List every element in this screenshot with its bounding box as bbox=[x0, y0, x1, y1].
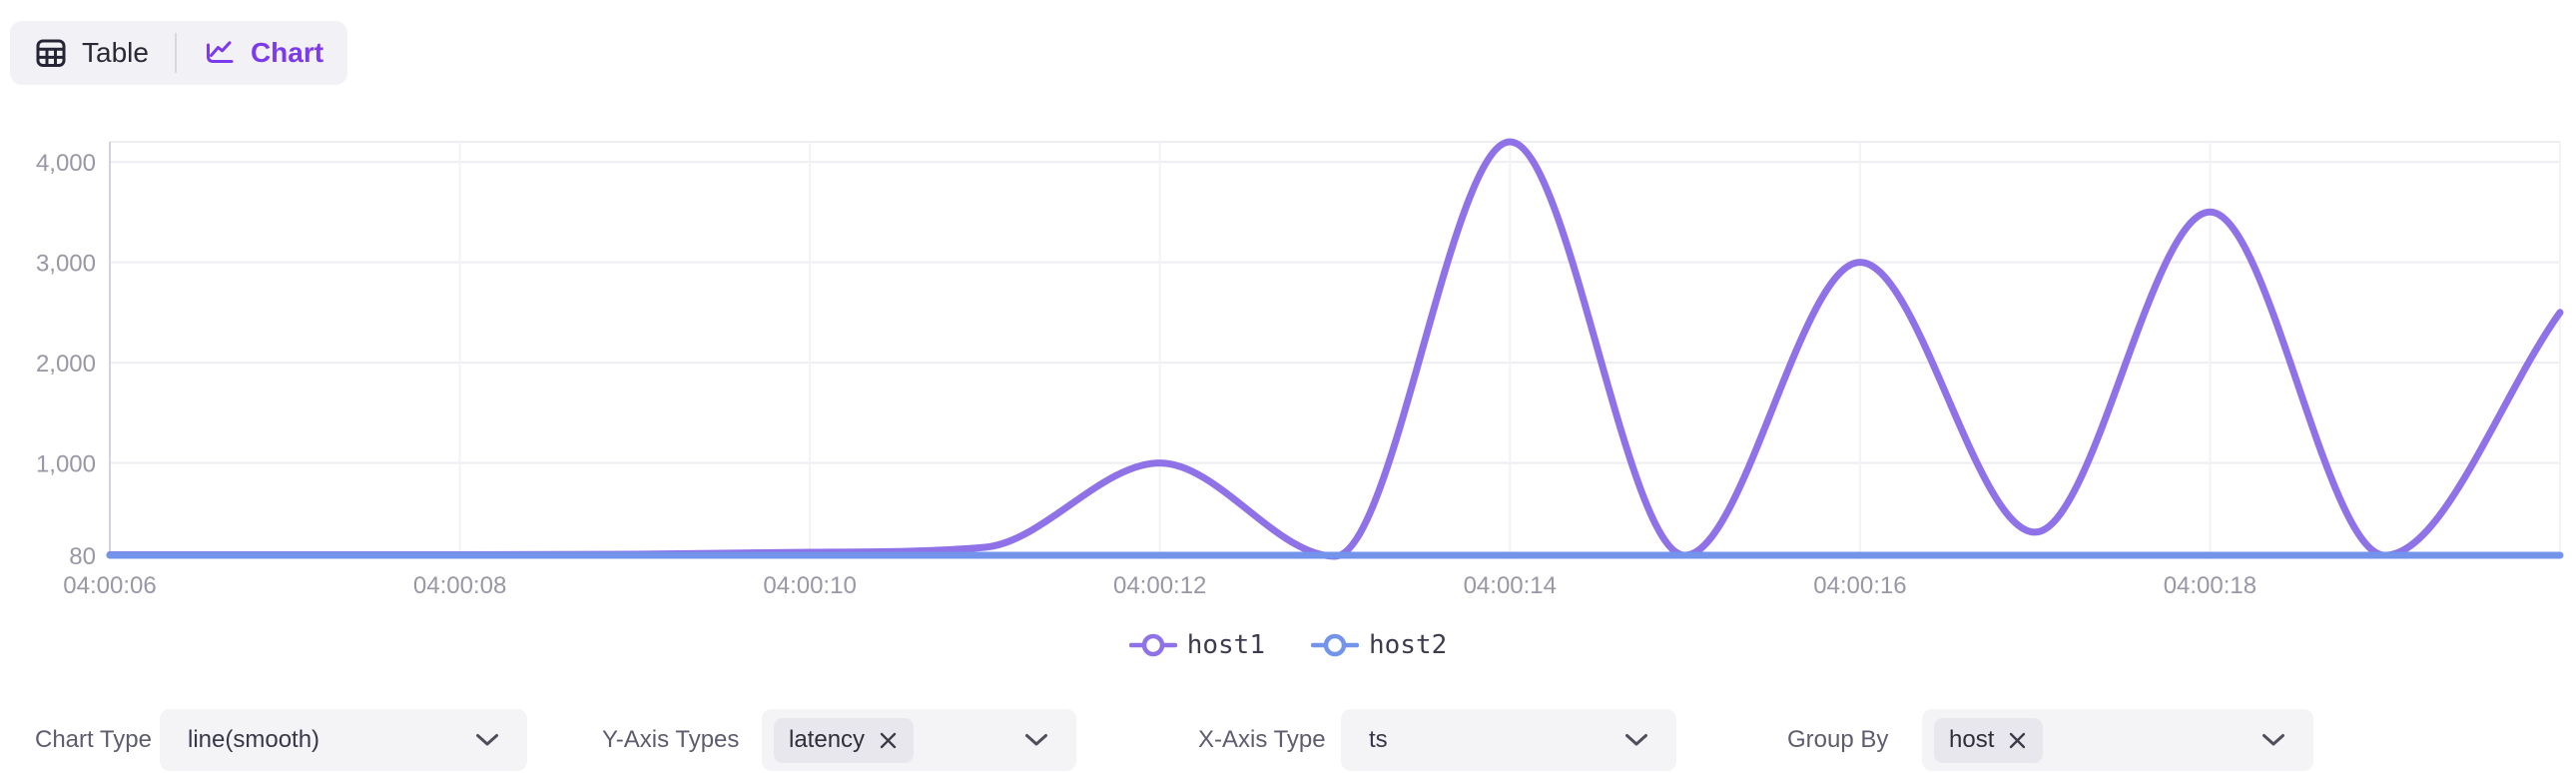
y-axis-types-label: Y-Axis Types bbox=[602, 726, 740, 753]
y-axis-tick-labels: 80 1,000 2,000 3,000 4,000 bbox=[36, 150, 96, 570]
y-tick-label: 3,000 bbox=[36, 251, 96, 278]
group-by-label: Group By bbox=[1787, 726, 1889, 753]
line-chart-icon bbox=[203, 36, 237, 70]
tab-chart[interactable]: Chart bbox=[203, 36, 323, 70]
legend-item-host2[interactable]: host2 bbox=[1311, 630, 1447, 660]
y-tick-label: 2,000 bbox=[36, 351, 96, 378]
group-by-chip-host-label: host bbox=[1949, 726, 1995, 753]
legend-item-host1[interactable]: host1 bbox=[1128, 630, 1265, 660]
legend-marker-host1 bbox=[1128, 633, 1177, 657]
x-tick-label: 04:00:16 bbox=[1813, 572, 1906, 599]
remove-latency-icon[interactable] bbox=[878, 730, 899, 751]
chart-plot-area[interactable] bbox=[110, 142, 2560, 555]
chevron-down-icon bbox=[475, 733, 499, 747]
toggle-divider bbox=[174, 33, 177, 73]
y-tick-label: 4,000 bbox=[36, 150, 96, 177]
chart-type-value: line(smooth) bbox=[188, 726, 321, 753]
x-tick-label: 04:00:08 bbox=[413, 572, 506, 599]
x-axis-tick-labels: 04:00:06 04:00:08 04:00:10 04:00:12 04:00:14… bbox=[63, 572, 2256, 599]
chevron-down-icon bbox=[2261, 733, 2285, 747]
y-axis-chip-latency: latency bbox=[774, 717, 915, 763]
chevron-down-icon bbox=[1624, 733, 1648, 747]
y-axis-types-select[interactable]: latency bbox=[762, 709, 1076, 771]
x-axis-type-label: X-Axis Type bbox=[1198, 726, 1326, 753]
x-tick-label: 04:00:14 bbox=[1464, 572, 1557, 599]
table-icon bbox=[34, 36, 68, 70]
tab-table-label: Table bbox=[82, 37, 149, 68]
group-by-chip-host: host bbox=[1934, 717, 2044, 763]
y-tick-label: 80 bbox=[69, 543, 96, 570]
chart-type-label: Chart Type bbox=[35, 726, 152, 753]
y-axis-chip-latency-label: latency bbox=[789, 726, 866, 753]
chevron-down-icon bbox=[1024, 733, 1048, 747]
tab-chart-label: Chart bbox=[250, 37, 324, 68]
y-tick-label: 1,000 bbox=[36, 451, 96, 478]
x-axis-type-select[interactable]: ts bbox=[1341, 709, 1676, 771]
x-tick-label: 04:00:18 bbox=[2164, 572, 2256, 599]
x-tick-label: 04:00:06 bbox=[63, 572, 156, 599]
remove-host-icon[interactable] bbox=[2007, 730, 2028, 751]
legend-marker-host2 bbox=[1311, 633, 1359, 657]
x-tick-label: 04:00:10 bbox=[763, 572, 856, 599]
legend-label-host2: host2 bbox=[1369, 630, 1448, 660]
group-by-select[interactable]: host bbox=[1922, 709, 2313, 771]
x-axis-type-value: ts bbox=[1369, 726, 1388, 753]
view-toggle: Table Chart bbox=[10, 21, 348, 85]
tab-table[interactable]: Table bbox=[34, 36, 149, 70]
legend-label-host1: host1 bbox=[1186, 630, 1265, 660]
x-tick-label: 04:00:12 bbox=[1113, 572, 1206, 599]
chart-legend: host1 host2 bbox=[0, 621, 2576, 669]
chart-type-select[interactable]: line(smooth) bbox=[160, 709, 527, 771]
